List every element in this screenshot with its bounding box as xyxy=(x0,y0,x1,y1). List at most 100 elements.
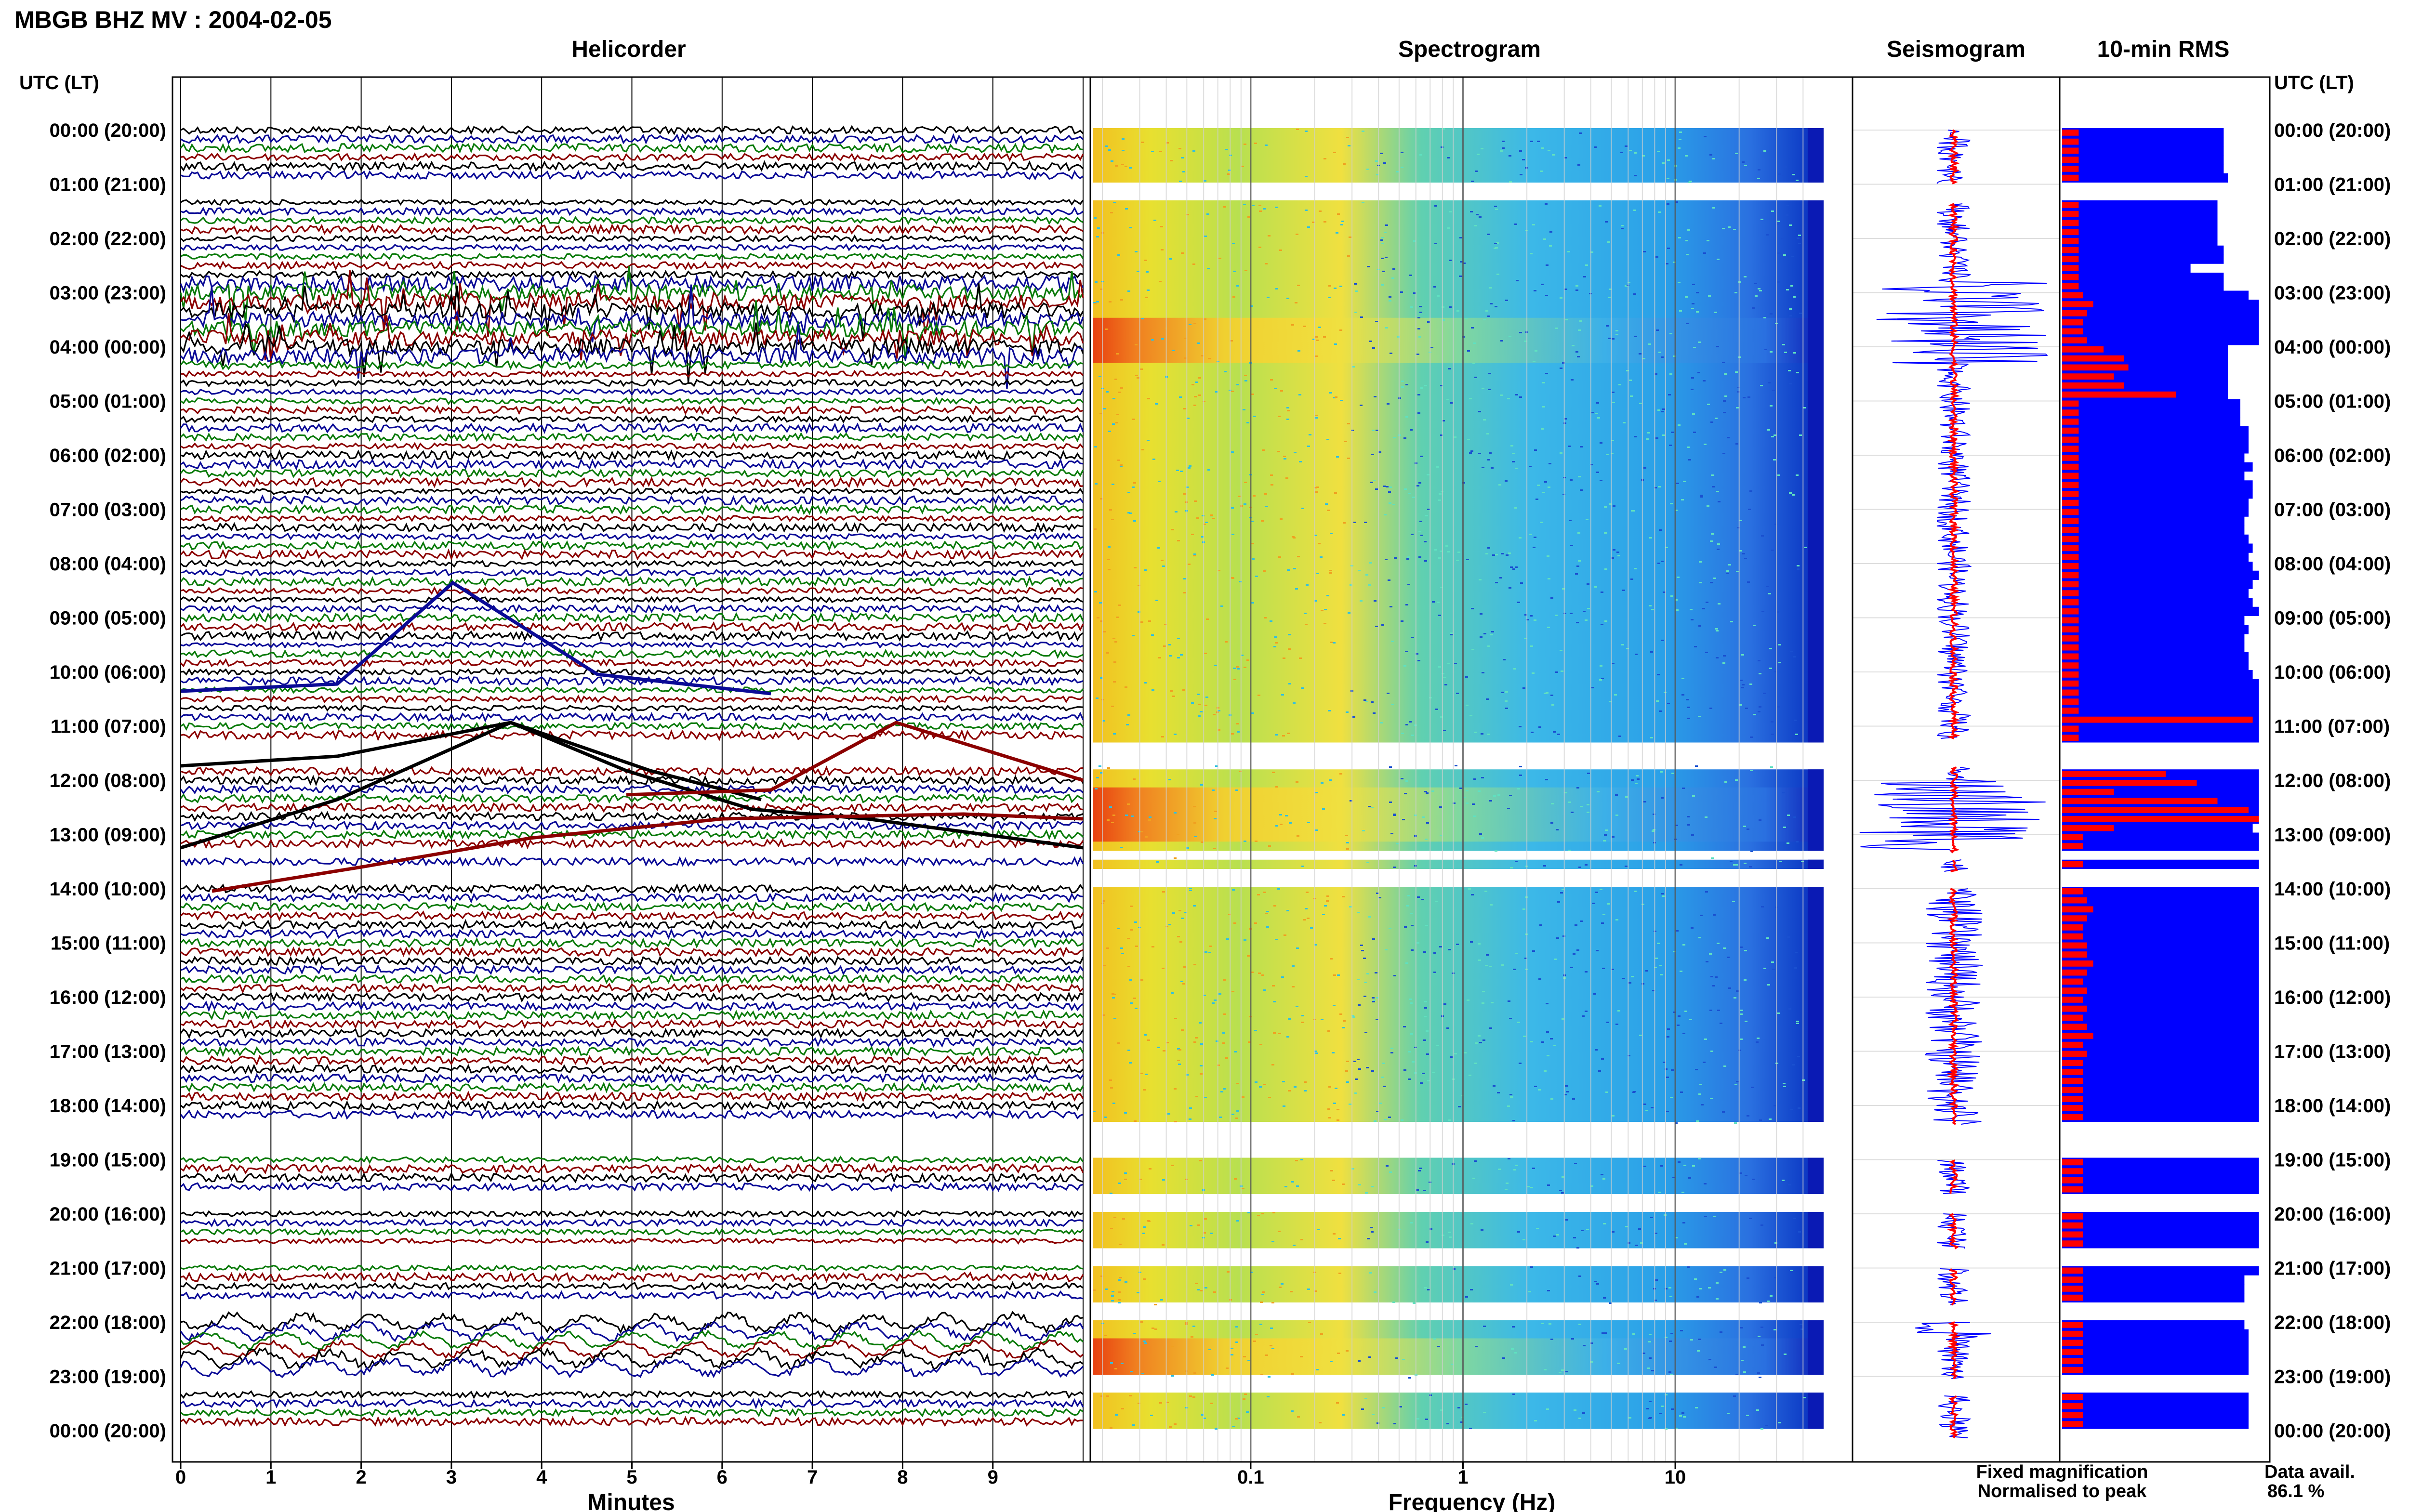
spectrogram-speckle xyxy=(1111,822,1114,823)
spectrogram-speckle xyxy=(1605,221,1608,223)
spectrogram-speckle xyxy=(1343,522,1346,524)
spectrogram-speckle xyxy=(1240,505,1243,507)
spectrogram-speckle xyxy=(1740,1010,1743,1011)
spectrogram-speckle xyxy=(1707,240,1709,241)
spectrogram-speckle xyxy=(1193,806,1196,807)
spectrogram-speckle xyxy=(1119,1277,1122,1278)
spectrogram-speckle xyxy=(1574,1163,1577,1164)
spectrogram-speckle xyxy=(1241,166,1244,167)
spectrogram-speckle xyxy=(1317,1229,1320,1230)
spectrogram-speckle xyxy=(1523,1036,1526,1037)
spectrogram-speckle xyxy=(1375,972,1377,973)
rms-fixed-bar xyxy=(2062,995,2259,1005)
spectrogram-speckle xyxy=(1177,657,1180,658)
spectrogram-row xyxy=(1093,661,1824,671)
spectrogram-speckle xyxy=(1537,141,1540,142)
helicorder-trace xyxy=(180,1390,1084,1399)
spectrogram-speckle xyxy=(1206,618,1209,620)
spectrogram-speckle xyxy=(1118,392,1121,393)
spectrogram-speckle xyxy=(1553,1236,1556,1237)
spectrogram-speckle xyxy=(1104,1117,1107,1118)
spectrogram-speckle xyxy=(1757,178,1760,179)
spectrogram-speckle xyxy=(1505,708,1508,709)
spectrogram-speckle xyxy=(1135,375,1138,376)
spectrogram-speckle xyxy=(1700,496,1703,498)
spectrogram-speckle xyxy=(1315,792,1318,793)
spectrogram-speckle xyxy=(1760,219,1763,220)
spectrogram-speckle xyxy=(1255,1334,1258,1335)
spectrogram-speckle xyxy=(1705,816,1707,818)
spectrogram-speckle xyxy=(1440,587,1443,588)
spectrogram-speckle xyxy=(1263,1084,1266,1085)
spectrogram-speckle xyxy=(1121,1408,1124,1409)
spectrogram-speckle xyxy=(1394,557,1397,559)
spectrogram-speckle xyxy=(1510,566,1513,568)
spectrogram-speckle xyxy=(1520,582,1523,584)
spectrogram-speckle xyxy=(1130,1371,1133,1372)
spectrogram-speckle xyxy=(1125,166,1127,167)
spectrogram-speckle xyxy=(1369,341,1372,342)
spectrogram-speckle xyxy=(1697,1350,1700,1352)
spectrogram-speckle xyxy=(1194,396,1197,397)
spectrogram-row xyxy=(1093,507,1824,517)
spectrogram-speckle xyxy=(1573,1237,1576,1238)
spectrogram-speckle xyxy=(1796,841,1799,842)
spectrogram-speckle xyxy=(1220,605,1223,607)
rms-fixed-bar xyxy=(2062,950,2259,960)
spectrogram-speckle xyxy=(1742,161,1745,163)
spectrogram-speckle xyxy=(1612,392,1615,393)
spectrogram-speckle xyxy=(1244,375,1247,376)
spectrogram-speckle xyxy=(1789,315,1792,316)
spectrogram-speckle xyxy=(1600,665,1602,667)
rms-fixed-bar xyxy=(2062,661,2249,671)
spectrogram-speckle xyxy=(1168,779,1171,780)
helicorder-trace xyxy=(180,133,1084,145)
spectrogram-speckle xyxy=(1224,371,1227,372)
rms-normalised-bar xyxy=(2062,491,2079,497)
rms-normalised-bar xyxy=(2062,500,2079,506)
spectrogram-speckle xyxy=(1324,609,1327,610)
spectrogram-speckle xyxy=(1587,773,1590,774)
rms-normalised-bar xyxy=(2062,138,2079,145)
spectrogram-speckle xyxy=(1301,1015,1304,1016)
spectrogram-speckle xyxy=(1568,446,1571,447)
spectrogram-speckle xyxy=(1392,268,1395,270)
spectrogram-speckle xyxy=(1530,1266,1533,1268)
spectrogram-speckle xyxy=(1315,415,1318,416)
helicorder-trace xyxy=(180,283,1084,342)
spectrogram-speckle xyxy=(1376,174,1379,175)
spectrogram-speckle xyxy=(1660,771,1663,773)
spectrogram-speckle xyxy=(1360,316,1363,318)
spectrogram-speckle xyxy=(1341,221,1344,222)
time-label-right: 11:00 (07:00) xyxy=(2274,716,2390,737)
spectrogram-speckle xyxy=(1386,486,1389,487)
spectrogram-speckle xyxy=(1656,700,1659,702)
spectrogram-speckle xyxy=(1393,437,1396,438)
rms-normalised-bar xyxy=(2062,915,2087,921)
spectrogram-speckle xyxy=(1801,861,1804,862)
spectrogram-speckle xyxy=(1699,1288,1702,1289)
rms-fixed-bar xyxy=(2062,679,2259,688)
spectrogram-speckle xyxy=(1376,893,1379,894)
helicorder-long-period-trace xyxy=(180,721,762,802)
spectrogram-speckle xyxy=(1436,1045,1439,1046)
spectrogram-speckle xyxy=(1286,419,1289,420)
spectrogram-speckle xyxy=(1204,705,1207,706)
spectrogram-speckle xyxy=(1707,404,1710,405)
spectrogram-speckle xyxy=(1165,926,1168,927)
spectrogram-speckle xyxy=(1528,1291,1531,1292)
spectrogram-speckle xyxy=(1164,624,1167,625)
spectrogram-speckle xyxy=(1193,1372,1196,1374)
spectrogram-speckle xyxy=(1647,432,1650,434)
spectrogram-speckle xyxy=(1118,1291,1121,1293)
spectrogram-speckle xyxy=(1505,700,1508,702)
spectrogram-speckle xyxy=(1369,562,1372,564)
spectrogram-speckle xyxy=(1671,1408,1674,1410)
spectrogram-speckle xyxy=(1686,323,1689,324)
spectrogram-speckle xyxy=(1601,1058,1604,1060)
spectrogram-speckle xyxy=(1726,573,1729,574)
spectrogram-speckle xyxy=(1743,1346,1746,1348)
spectrogram-speckle xyxy=(1544,481,1547,483)
spectrogram-speckle xyxy=(1712,207,1715,209)
rms-normalised-bar xyxy=(2062,1367,2083,1373)
